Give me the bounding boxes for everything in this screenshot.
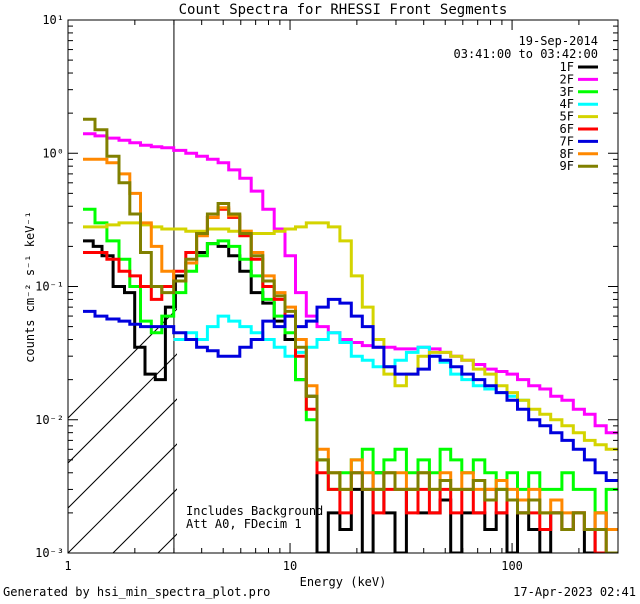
x-tick-label: 1 [64, 559, 71, 573]
axis-ticks: 1 10 100 10¹ 10⁰ 10⁻¹ 10⁻² 10⁻³ [35, 13, 619, 573]
series-4F [173, 314, 530, 402]
series-9F [83, 117, 618, 553]
y-tick-label: 10⁰ [42, 146, 64, 160]
series-7F [83, 297, 618, 482]
legend-label-7F: 7F [560, 134, 574, 148]
series-1F [83, 239, 618, 553]
legend-label-1F: 1F [560, 60, 574, 74]
chart-title: Count Spectra for RHESSI Front Segments [179, 2, 508, 18]
legend-label-6F: 6F [560, 122, 574, 136]
annotation-background: Includes Background [186, 504, 323, 518]
legend-label-5F: 5F [560, 110, 574, 124]
x-tick-label: 10 [283, 559, 297, 573]
annotation-attenuator: Att A0, FDecim 1 [186, 517, 302, 531]
y-tick-label: 10¹ [42, 13, 64, 27]
legend-label-3F: 3F [560, 85, 574, 99]
hatch-line [68, 398, 177, 509]
y-tick-label: 10⁻² [35, 413, 64, 427]
time-range-label: 03:41:00 to 03:42:00 [454, 47, 599, 61]
footer-timestamp: 17-Apr-2023 02:41 [513, 585, 636, 599]
y-axis-label: counts cm⁻² s⁻¹ keV⁻¹ [23, 211, 37, 363]
x-tick-label: 100 [501, 559, 523, 573]
series-5F [83, 221, 618, 451]
legend-label-4F: 4F [560, 97, 574, 111]
series-3F [83, 207, 618, 515]
legend-label-2F: 2F [560, 72, 574, 86]
x-axis-label: Energy (keV) [300, 575, 387, 589]
date-label: 19-Sep-2014 [519, 34, 598, 48]
series-2F [83, 132, 618, 435]
y-tick-label: 10⁻³ [35, 546, 64, 560]
series-layer [83, 117, 618, 553]
background-hatch-region [68, 308, 177, 553]
y-tick-label: 10⁻¹ [35, 280, 64, 294]
legend-label-8F: 8F [560, 147, 574, 161]
hatch-line [68, 443, 177, 553]
legend-label-9F: 9F [560, 159, 574, 173]
footer-generated-by: Generated by hsi_min_spectra_plot.pro [3, 585, 270, 599]
